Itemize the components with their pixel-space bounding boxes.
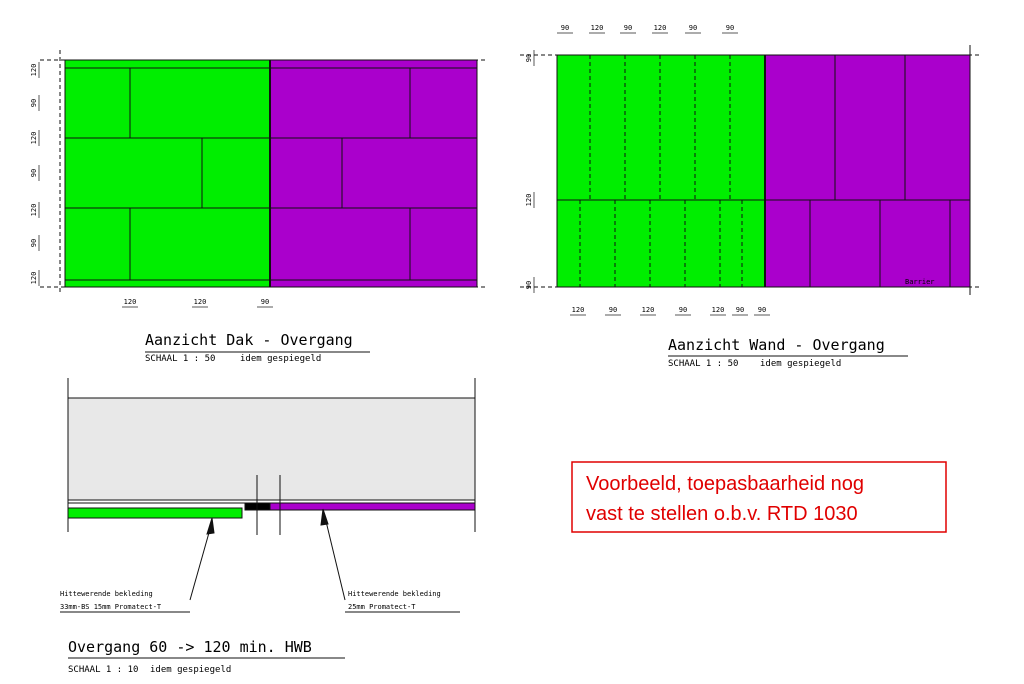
remark-box (571, 461, 947, 533)
note: idem gespiegeld (150, 665, 231, 675)
green-cladding (67, 507, 243, 519)
dim-label: 120 (591, 24, 604, 32)
barrier-label: Barrier (905, 278, 935, 286)
dim-label: 90 (525, 281, 533, 289)
slab (67, 397, 476, 501)
dim-label: 120 (124, 298, 137, 306)
dim-label: 90 (679, 306, 687, 314)
dim-label: 120 (194, 298, 207, 306)
view-title: Aanzicht Wand - Overgang (668, 336, 885, 354)
dim-label: 90 (30, 239, 38, 247)
dim-label: 90 (624, 24, 632, 32)
dim-label: 120 (30, 204, 38, 217)
purple-zone (269, 59, 478, 288)
dim-label: 90 (261, 298, 269, 306)
green-zone (64, 59, 271, 288)
view-title: Overgang 60 -> 120 min. HWB (68, 638, 312, 656)
dim-label: 120 (642, 306, 655, 314)
scale: SCHAAL 1 : 50 (668, 359, 738, 369)
dim-label: 90 (30, 169, 38, 177)
dim-label: 120 (525, 194, 533, 207)
dim-label: 90 (726, 24, 734, 32)
label: 33mm-BS 15mm Promatect-T (60, 603, 162, 611)
note: idem gespiegeld (240, 354, 321, 364)
dim-label: 90 (561, 24, 569, 32)
dim-labels: 90 120 90 120 90 90 120 90 120 90 120 90 90 90 120 90 (525, 24, 770, 316)
roof-view (40, 50, 487, 295)
label: Hittewerende bekleding (60, 590, 153, 598)
dim-label: 90 (30, 99, 38, 107)
scale: SCHAAL 1 : 50 (145, 354, 215, 364)
scale: SCHAAL 1 : 10 (68, 665, 138, 675)
dim-label: 120 (572, 306, 585, 314)
dim-label: 90 (736, 306, 744, 314)
dim-label: 120 (30, 64, 38, 77)
dim-label: 90 (689, 24, 697, 32)
dim-label: 120 (30, 272, 38, 285)
purple-zone (764, 54, 971, 288)
green-zone (556, 54, 766, 288)
dim-labels: 120 90 120 90 120 90 120 120 120 90 (30, 62, 273, 308)
dim-label: 120 (712, 306, 725, 314)
wall-view (520, 45, 980, 295)
label: 25mm Promatect-T (348, 603, 416, 611)
view-title: Aanzicht Dak - Overgang (145, 331, 353, 349)
label: Hittewerende bekleding (348, 590, 441, 598)
dim-label: 120 (30, 132, 38, 145)
note: idem gespiegeld (760, 359, 841, 369)
dim-label: 90 (758, 306, 766, 314)
dim-label: 90 (525, 54, 533, 62)
remark: vast te stellen o.b.v. RTD 1030 (586, 503, 858, 525)
dim-label: 90 (609, 306, 617, 314)
section (60, 378, 476, 613)
purple-cladding (269, 502, 476, 511)
remark: Voorbeeld, toepasbaarheid nog (586, 473, 864, 495)
dim-label: 120 (654, 24, 667, 32)
